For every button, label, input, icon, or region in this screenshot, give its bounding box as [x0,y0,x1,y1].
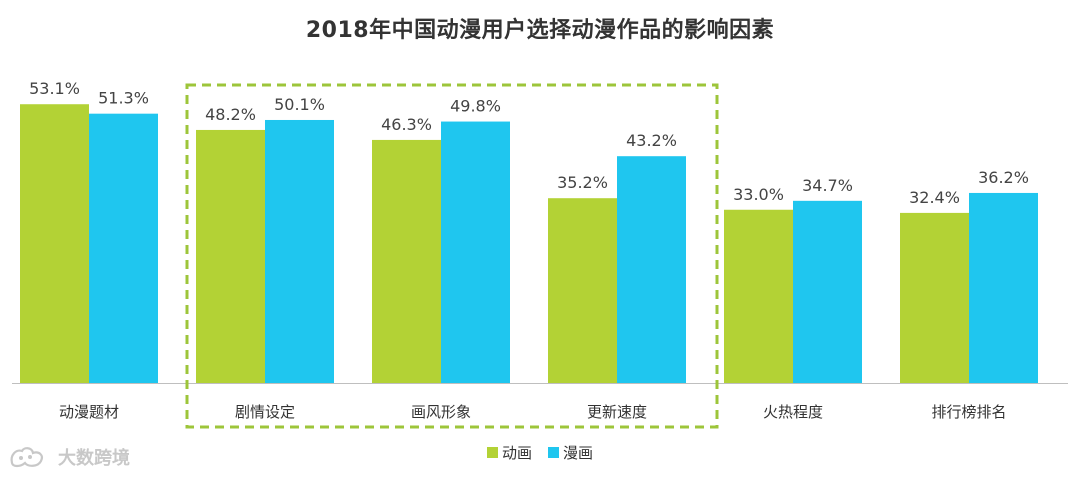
chart-title: 2018年中国动漫用户选择动漫作品的影响因素 [305,18,775,43]
legend-swatch-icon [548,447,559,458]
bar-series2-4 [793,200,862,383]
data-label-series1-2: 46.3% [381,115,432,134]
bar-series1-2 [372,139,441,383]
watermark-text: 大数跨境 [58,448,130,469]
data-label-series2-0: 51.3% [98,89,149,108]
category-label-4: 火热程度 [763,403,823,421]
bar-series2-2 [441,121,510,384]
category-label-5: 排行榜排名 [931,403,1006,421]
data-label-series2-1: 50.1% [274,95,325,114]
category-label-2: 画风形象 [411,403,471,421]
data-label-series1-0: 53.1% [29,79,80,98]
category-label-0: 动漫题材 [59,403,119,421]
category-label-1: 剧情设定 [235,403,295,421]
category-label-3: 更新速度 [587,403,647,421]
bar-series1-3 [548,198,617,383]
legend-item-series1: 动画 [486,442,532,463]
bar-series2-5 [969,192,1038,383]
bar-series1-0 [20,104,89,383]
data-label-series2-4: 34.7% [802,176,853,195]
data-label-series1-1: 48.2% [205,105,256,124]
legend: 动画 漫画 [0,442,1080,463]
watermark-logo-icon [10,447,43,468]
watermark: 大数跨境 [8,444,130,470]
legend-item-series2: 漫画 [548,442,593,463]
data-label-series1-4: 33.0% [733,185,784,204]
bar-series2-3 [617,156,686,383]
data-label-series2-5: 36.2% [978,168,1029,187]
legend-swatch-icon [486,447,498,458]
bar-series1-1 [196,129,265,383]
bar-series2-0 [89,113,158,384]
data-label-series2-2: 49.8% [450,97,501,116]
bar-series1-5 [900,212,969,383]
data-label-series1-3: 35.2% [557,173,608,192]
data-label-series2-3: 43.2% [626,131,677,150]
bar-series1-4 [724,209,793,383]
legend-label: 漫画 [563,444,594,462]
data-label-series1-5: 32.4% [909,188,960,207]
bar-series2-1 [265,119,334,383]
legend-label: 动画 [501,444,532,462]
